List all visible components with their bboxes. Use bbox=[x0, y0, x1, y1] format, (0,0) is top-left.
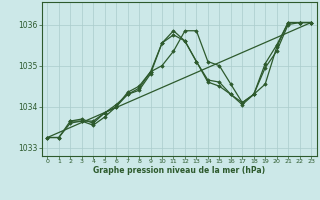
X-axis label: Graphe pression niveau de la mer (hPa): Graphe pression niveau de la mer (hPa) bbox=[93, 166, 265, 175]
